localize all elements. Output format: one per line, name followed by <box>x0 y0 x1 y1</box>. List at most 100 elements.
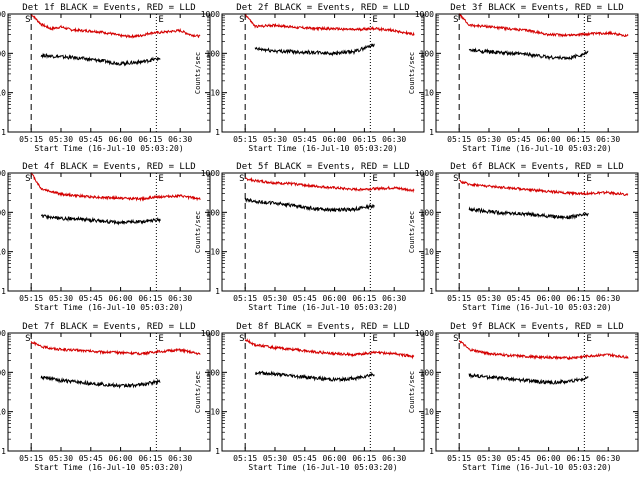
x-tick-label: 05:45 <box>79 294 103 303</box>
detector-panel: Det 5f BLACK = Events, RED = LLD Counts/s… <box>194 162 425 312</box>
plot-frame <box>7 13 211 133</box>
panel-title: Det 3f BLACK = Events, RED = LLD <box>450 3 623 13</box>
end-marker-label: E <box>158 334 163 344</box>
x-axis-label: Start Time (16-Jul-10 05:03:20) <box>34 144 183 153</box>
x-tick-label: 06:30 <box>596 135 620 144</box>
x-tick-label: 06:30 <box>168 454 192 463</box>
lld-series-line <box>458 340 629 361</box>
x-axis-label: Start Time (16-Jul-10 05:03:20) <box>34 303 183 312</box>
x-tick-label: 05:30 <box>49 294 73 303</box>
start-marker-label: S <box>453 334 458 344</box>
y-tick-label: 1000 <box>415 10 434 19</box>
detector-panel: Det 8f BLACK = Events, RED = LLD Counts/s… <box>194 322 425 472</box>
y-tick-label: 10 <box>0 248 6 257</box>
y-tick-label: 100 <box>206 368 221 377</box>
x-tick-label: 06:15 <box>352 454 376 463</box>
y-tick-label: 10 <box>210 89 220 98</box>
y-tick-label: 1 <box>1 287 6 296</box>
panel-title: Det 1f BLACK = Events, RED = LLD <box>22 3 195 13</box>
y-axis-label: Counts/sec <box>194 211 202 253</box>
detector-panel: Det 2f BLACK = Events, RED = LLD Counts/s… <box>194 3 425 153</box>
x-tick-label: 06:00 <box>537 135 561 144</box>
events-series-line <box>40 375 161 389</box>
x-tick-label: 06:00 <box>109 135 133 144</box>
x-tick-label: 05:15 <box>233 454 257 463</box>
panel-title: Det 5f BLACK = Events, RED = LLD <box>236 162 409 172</box>
events-series-line <box>468 47 589 61</box>
plot-frame <box>7 332 211 452</box>
y-tick-label: 100 <box>420 368 435 377</box>
plot-frame <box>435 332 639 452</box>
y-tick-label: 100 <box>0 208 6 217</box>
detector-panel: Det 1f BLACK = Events, RED = LLD Counts/s… <box>0 3 211 153</box>
y-tick-label: 100 <box>206 208 221 217</box>
x-tick-label: 05:45 <box>293 454 317 463</box>
start-marker-label: S <box>25 174 30 184</box>
panel-title: Det 4f BLACK = Events, RED = LLD <box>22 162 195 172</box>
x-tick-label: 06:00 <box>537 454 561 463</box>
y-tick-label: 1000 <box>0 10 6 19</box>
x-tick-label: 05:30 <box>263 135 287 144</box>
y-tick-label: 10 <box>424 408 434 417</box>
x-tick-label: 06:15 <box>352 135 376 144</box>
x-tick-label: 05:30 <box>477 135 501 144</box>
x-axis-label: Start Time (16-Jul-10 05:03:20) <box>462 144 611 153</box>
start-marker-label: S <box>453 15 458 25</box>
end-marker-label: E <box>586 15 591 25</box>
x-tick-label: 05:30 <box>263 454 287 463</box>
x-tick-label: 06:00 <box>109 294 133 303</box>
x-tick-label: 05:45 <box>293 135 317 144</box>
start-marker-label: S <box>25 334 30 344</box>
y-tick-label: 1 <box>1 128 6 137</box>
end-marker-label: E <box>372 174 377 184</box>
panel-title: Det 2f BLACK = Events, RED = LLD <box>236 3 409 13</box>
lld-series-line <box>245 13 415 36</box>
end-marker-label: E <box>586 174 591 184</box>
plot-frame <box>221 332 425 452</box>
x-tick-label: 05:30 <box>263 294 287 303</box>
y-tick-label: 10 <box>210 408 220 417</box>
y-tick-label: 10 <box>424 248 434 257</box>
y-tick-label: 1 <box>215 128 220 137</box>
x-tick-label: 06:30 <box>168 135 192 144</box>
x-tick-label: 06:00 <box>323 294 347 303</box>
y-tick-label: 100 <box>206 49 221 58</box>
x-tick-label: 05:45 <box>79 135 103 144</box>
y-tick-label: 1000 <box>0 329 6 338</box>
plot-frame <box>221 172 425 292</box>
events-series-line <box>254 370 375 383</box>
x-tick-label: 05:45 <box>293 294 317 303</box>
x-tick-label: 05:45 <box>507 135 531 144</box>
x-tick-label: 06:30 <box>596 294 620 303</box>
panel-title: Det 8f BLACK = Events, RED = LLD <box>236 322 409 332</box>
events-series-line <box>40 213 161 226</box>
start-marker-label: S <box>25 15 30 25</box>
y-tick-label: 100 <box>420 49 435 58</box>
events-series-line <box>468 373 589 385</box>
y-axis-label: Counts/sec <box>408 211 416 253</box>
x-axis-label: Start Time (16-Jul-10 05:03:20) <box>34 463 183 472</box>
x-tick-label: 06:00 <box>323 135 347 144</box>
x-tick-label: 06:00 <box>323 454 347 463</box>
panel-title: Det 9f BLACK = Events, RED = LLD <box>450 322 623 332</box>
lld-series-line <box>30 13 201 39</box>
x-tick-label: 06:30 <box>382 135 406 144</box>
x-tick-label: 06:15 <box>566 135 590 144</box>
x-tick-label: 05:15 <box>19 294 43 303</box>
lld-series-line <box>30 340 201 356</box>
y-tick-label: 1000 <box>0 169 6 178</box>
y-tick-label: 1 <box>429 447 434 456</box>
x-tick-label: 05:15 <box>447 135 471 144</box>
lld-series-line <box>244 338 415 360</box>
x-tick-label: 06:30 <box>168 294 192 303</box>
y-tick-label: 1 <box>215 447 220 456</box>
end-marker-label: E <box>586 334 591 344</box>
y-tick-label: 1 <box>429 287 434 296</box>
x-tick-label: 06:15 <box>138 294 162 303</box>
x-tick-label: 06:15 <box>566 294 590 303</box>
y-axis-label: Counts/sec <box>408 371 416 413</box>
lld-series-line <box>459 179 629 197</box>
x-tick-label: 06:15 <box>138 135 162 144</box>
x-axis-label: Start Time (16-Jul-10 05:03:20) <box>462 303 611 312</box>
